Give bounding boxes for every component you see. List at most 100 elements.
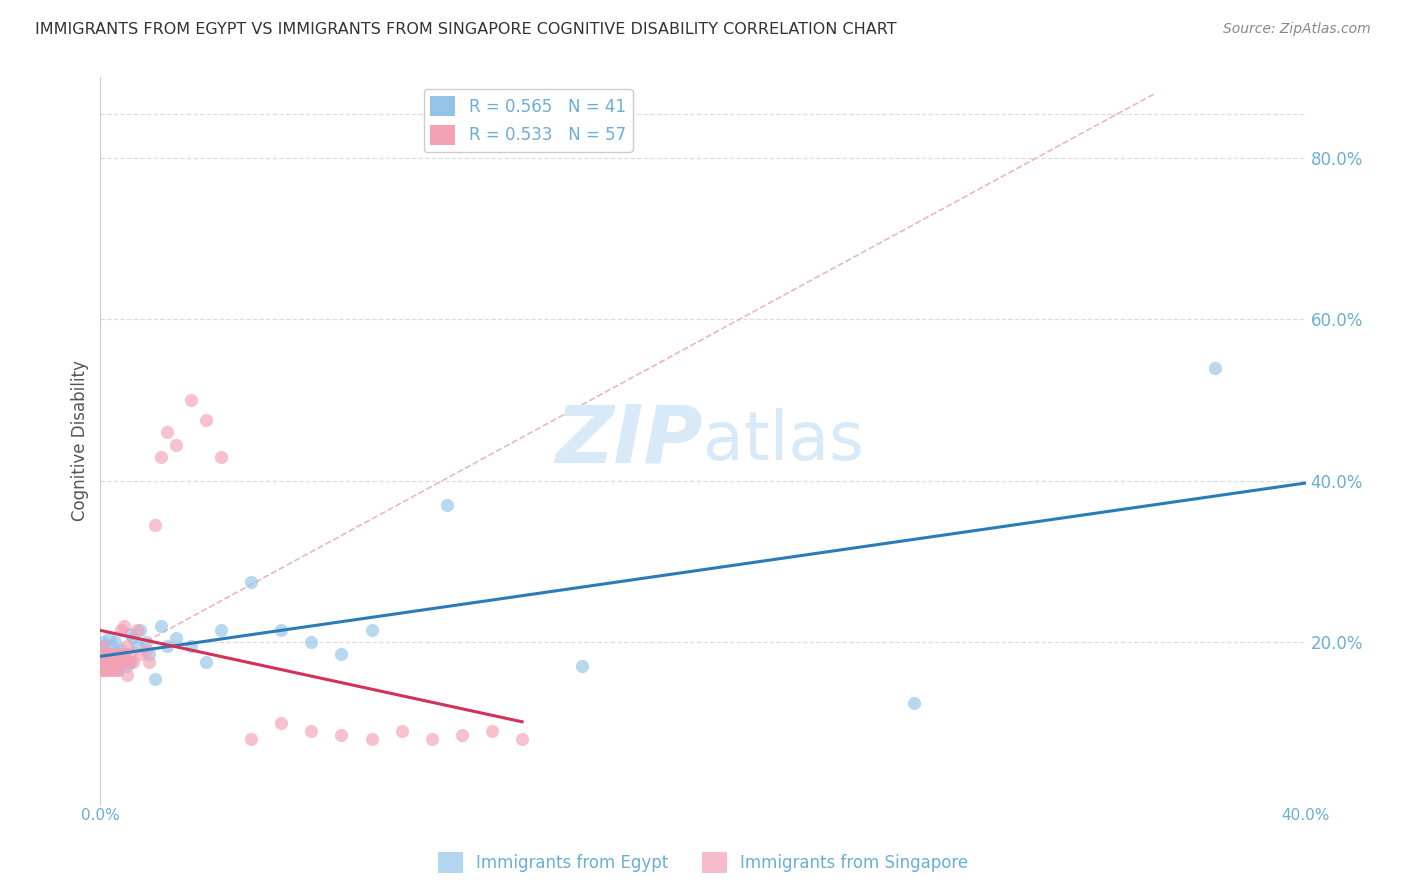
- Point: [101, 659, 124, 673]
- Point: [149, 619, 172, 633]
- Point: [104, 635, 127, 649]
- Point: [101, 659, 124, 673]
- Point: [104, 664, 127, 678]
- Point: [125, 623, 148, 637]
- Point: [96, 656, 118, 670]
- Legend: Immigrants from Egypt, Immigrants from Singapore: Immigrants from Egypt, Immigrants from S…: [432, 846, 974, 880]
- Point: [114, 656, 136, 670]
- Point: [128, 648, 150, 662]
- Point: [903, 696, 925, 710]
- Point: [114, 648, 136, 662]
- Point: [117, 659, 139, 673]
- Point: [299, 724, 322, 739]
- Point: [270, 623, 292, 637]
- Y-axis label: Cognitive Disability: Cognitive Disability: [72, 360, 89, 521]
- Point: [104, 656, 127, 670]
- Point: [135, 635, 157, 649]
- Point: [165, 437, 187, 451]
- Point: [93, 648, 115, 662]
- Point: [93, 656, 115, 670]
- Point: [101, 651, 124, 665]
- Point: [104, 651, 127, 665]
- Point: [96, 648, 118, 662]
- Point: [481, 724, 503, 739]
- Point: [194, 656, 217, 670]
- Point: [104, 656, 127, 670]
- Text: Source: ZipAtlas.com: Source: ZipAtlas.com: [1223, 22, 1371, 37]
- Point: [436, 498, 458, 512]
- Point: [165, 631, 187, 645]
- Point: [270, 715, 292, 730]
- Point: [114, 648, 136, 662]
- Point: [240, 574, 263, 589]
- Point: [122, 656, 145, 670]
- Point: [110, 623, 132, 637]
- Point: [98, 648, 121, 662]
- Point: [98, 664, 121, 678]
- Point: [571, 659, 593, 673]
- Point: [451, 728, 474, 742]
- Point: [90, 659, 112, 673]
- Point: [299, 635, 322, 649]
- Point: [93, 640, 115, 654]
- Point: [98, 648, 121, 662]
- Point: [117, 667, 139, 681]
- Point: [143, 672, 166, 686]
- Point: [209, 623, 232, 637]
- Point: [114, 619, 136, 633]
- Point: [209, 450, 232, 464]
- Point: [120, 627, 142, 641]
- Point: [391, 724, 413, 739]
- Text: IMMIGRANTS FROM EGYPT VS IMMIGRANTS FROM SINGAPORE COGNITIVE DISABILITY CORRELAT: IMMIGRANTS FROM EGYPT VS IMMIGRANTS FROM…: [35, 22, 897, 37]
- Point: [360, 732, 382, 747]
- Point: [420, 732, 443, 747]
- Point: [194, 413, 217, 427]
- Point: [96, 648, 118, 662]
- Point: [110, 656, 132, 670]
- Point: [510, 732, 533, 747]
- Point: [120, 656, 142, 670]
- Point: [156, 425, 179, 440]
- Point: [96, 656, 118, 670]
- Text: ZIP: ZIP: [555, 401, 703, 480]
- Point: [91, 664, 114, 678]
- Point: [149, 450, 172, 464]
- Point: [96, 656, 118, 670]
- Point: [98, 631, 121, 645]
- Point: [156, 640, 179, 654]
- Point: [104, 648, 127, 662]
- Point: [143, 518, 166, 533]
- Legend: R = 0.565   N = 41, R = 0.533   N = 57: R = 0.565 N = 41, R = 0.533 N = 57: [423, 89, 633, 152]
- Point: [330, 728, 353, 742]
- Point: [117, 640, 139, 654]
- Point: [101, 640, 124, 654]
- Point: [138, 656, 160, 670]
- Point: [93, 640, 115, 654]
- Point: [240, 732, 263, 747]
- Point: [96, 664, 118, 678]
- Point: [93, 664, 115, 678]
- Point: [135, 643, 157, 657]
- Point: [180, 393, 202, 408]
- Point: [110, 643, 132, 657]
- Point: [107, 656, 129, 670]
- Point: [107, 656, 129, 670]
- Point: [138, 648, 160, 662]
- Point: [107, 648, 129, 662]
- Point: [90, 651, 112, 665]
- Point: [93, 651, 115, 665]
- Text: atlas: atlas: [703, 408, 863, 474]
- Point: [128, 623, 150, 637]
- Point: [90, 656, 112, 670]
- Point: [180, 640, 202, 654]
- Point: [110, 648, 132, 662]
- Point: [1204, 360, 1226, 375]
- Point: [120, 648, 142, 662]
- Point: [107, 664, 129, 678]
- Point: [125, 640, 148, 654]
- Point: [101, 664, 124, 678]
- Point: [104, 648, 127, 662]
- Point: [98, 656, 121, 670]
- Point: [90, 656, 112, 670]
- Point: [122, 631, 145, 645]
